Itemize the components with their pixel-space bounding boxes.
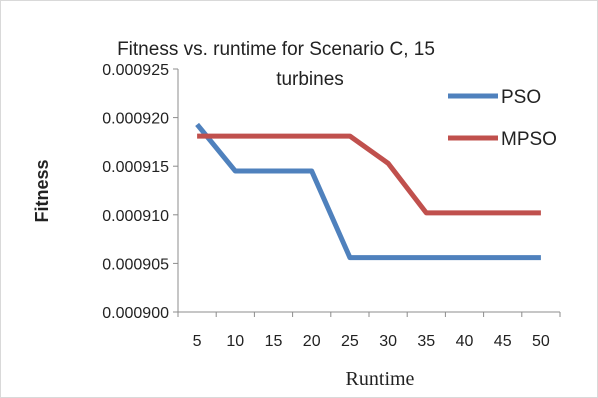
x-tick-label: 40 (456, 333, 474, 350)
y-tick-label: 0.000905 (102, 256, 169, 273)
legend-label-mpso: MPSO (501, 129, 557, 150)
axes-group: 0.000900 0.000905 0.000910 0.000915 0.000920… (102, 62, 561, 350)
series-line-pso (195, 122, 541, 261)
x-tick-label: 35 (417, 333, 435, 350)
x-tick-label: 50 (532, 333, 550, 350)
y-tick-label: 0.000915 (102, 159, 169, 176)
chart-title-line-1: Fitness vs. runtime for Scenario C, 15 (117, 39, 435, 60)
x-tick-label: 30 (379, 333, 397, 350)
x-tick-label: 25 (341, 333, 359, 350)
series-line-mpso (197, 133, 541, 216)
x-tick-label: 45 (494, 333, 512, 350)
y-axis-title: Fitness (32, 159, 52, 222)
chart-title-line-2: turbines (276, 69, 344, 90)
x-axis-title: Runtime (346, 368, 415, 390)
x-tick-label: 10 (226, 333, 244, 350)
y-tick-label: 0.000900 (102, 305, 169, 322)
y-tick-label: 0.000920 (102, 111, 169, 128)
x-tick-label: 20 (303, 333, 321, 350)
y-tick-label: 0.000925 (102, 62, 169, 79)
x-tick-label: 15 (265, 333, 283, 350)
series-lines-group (195, 122, 541, 261)
x-tick-label: 5 (193, 333, 202, 350)
legend-label-pso: PSO (501, 87, 541, 108)
y-tick-label: 0.000910 (102, 208, 169, 225)
legend: PSO MPSO (448, 87, 557, 150)
